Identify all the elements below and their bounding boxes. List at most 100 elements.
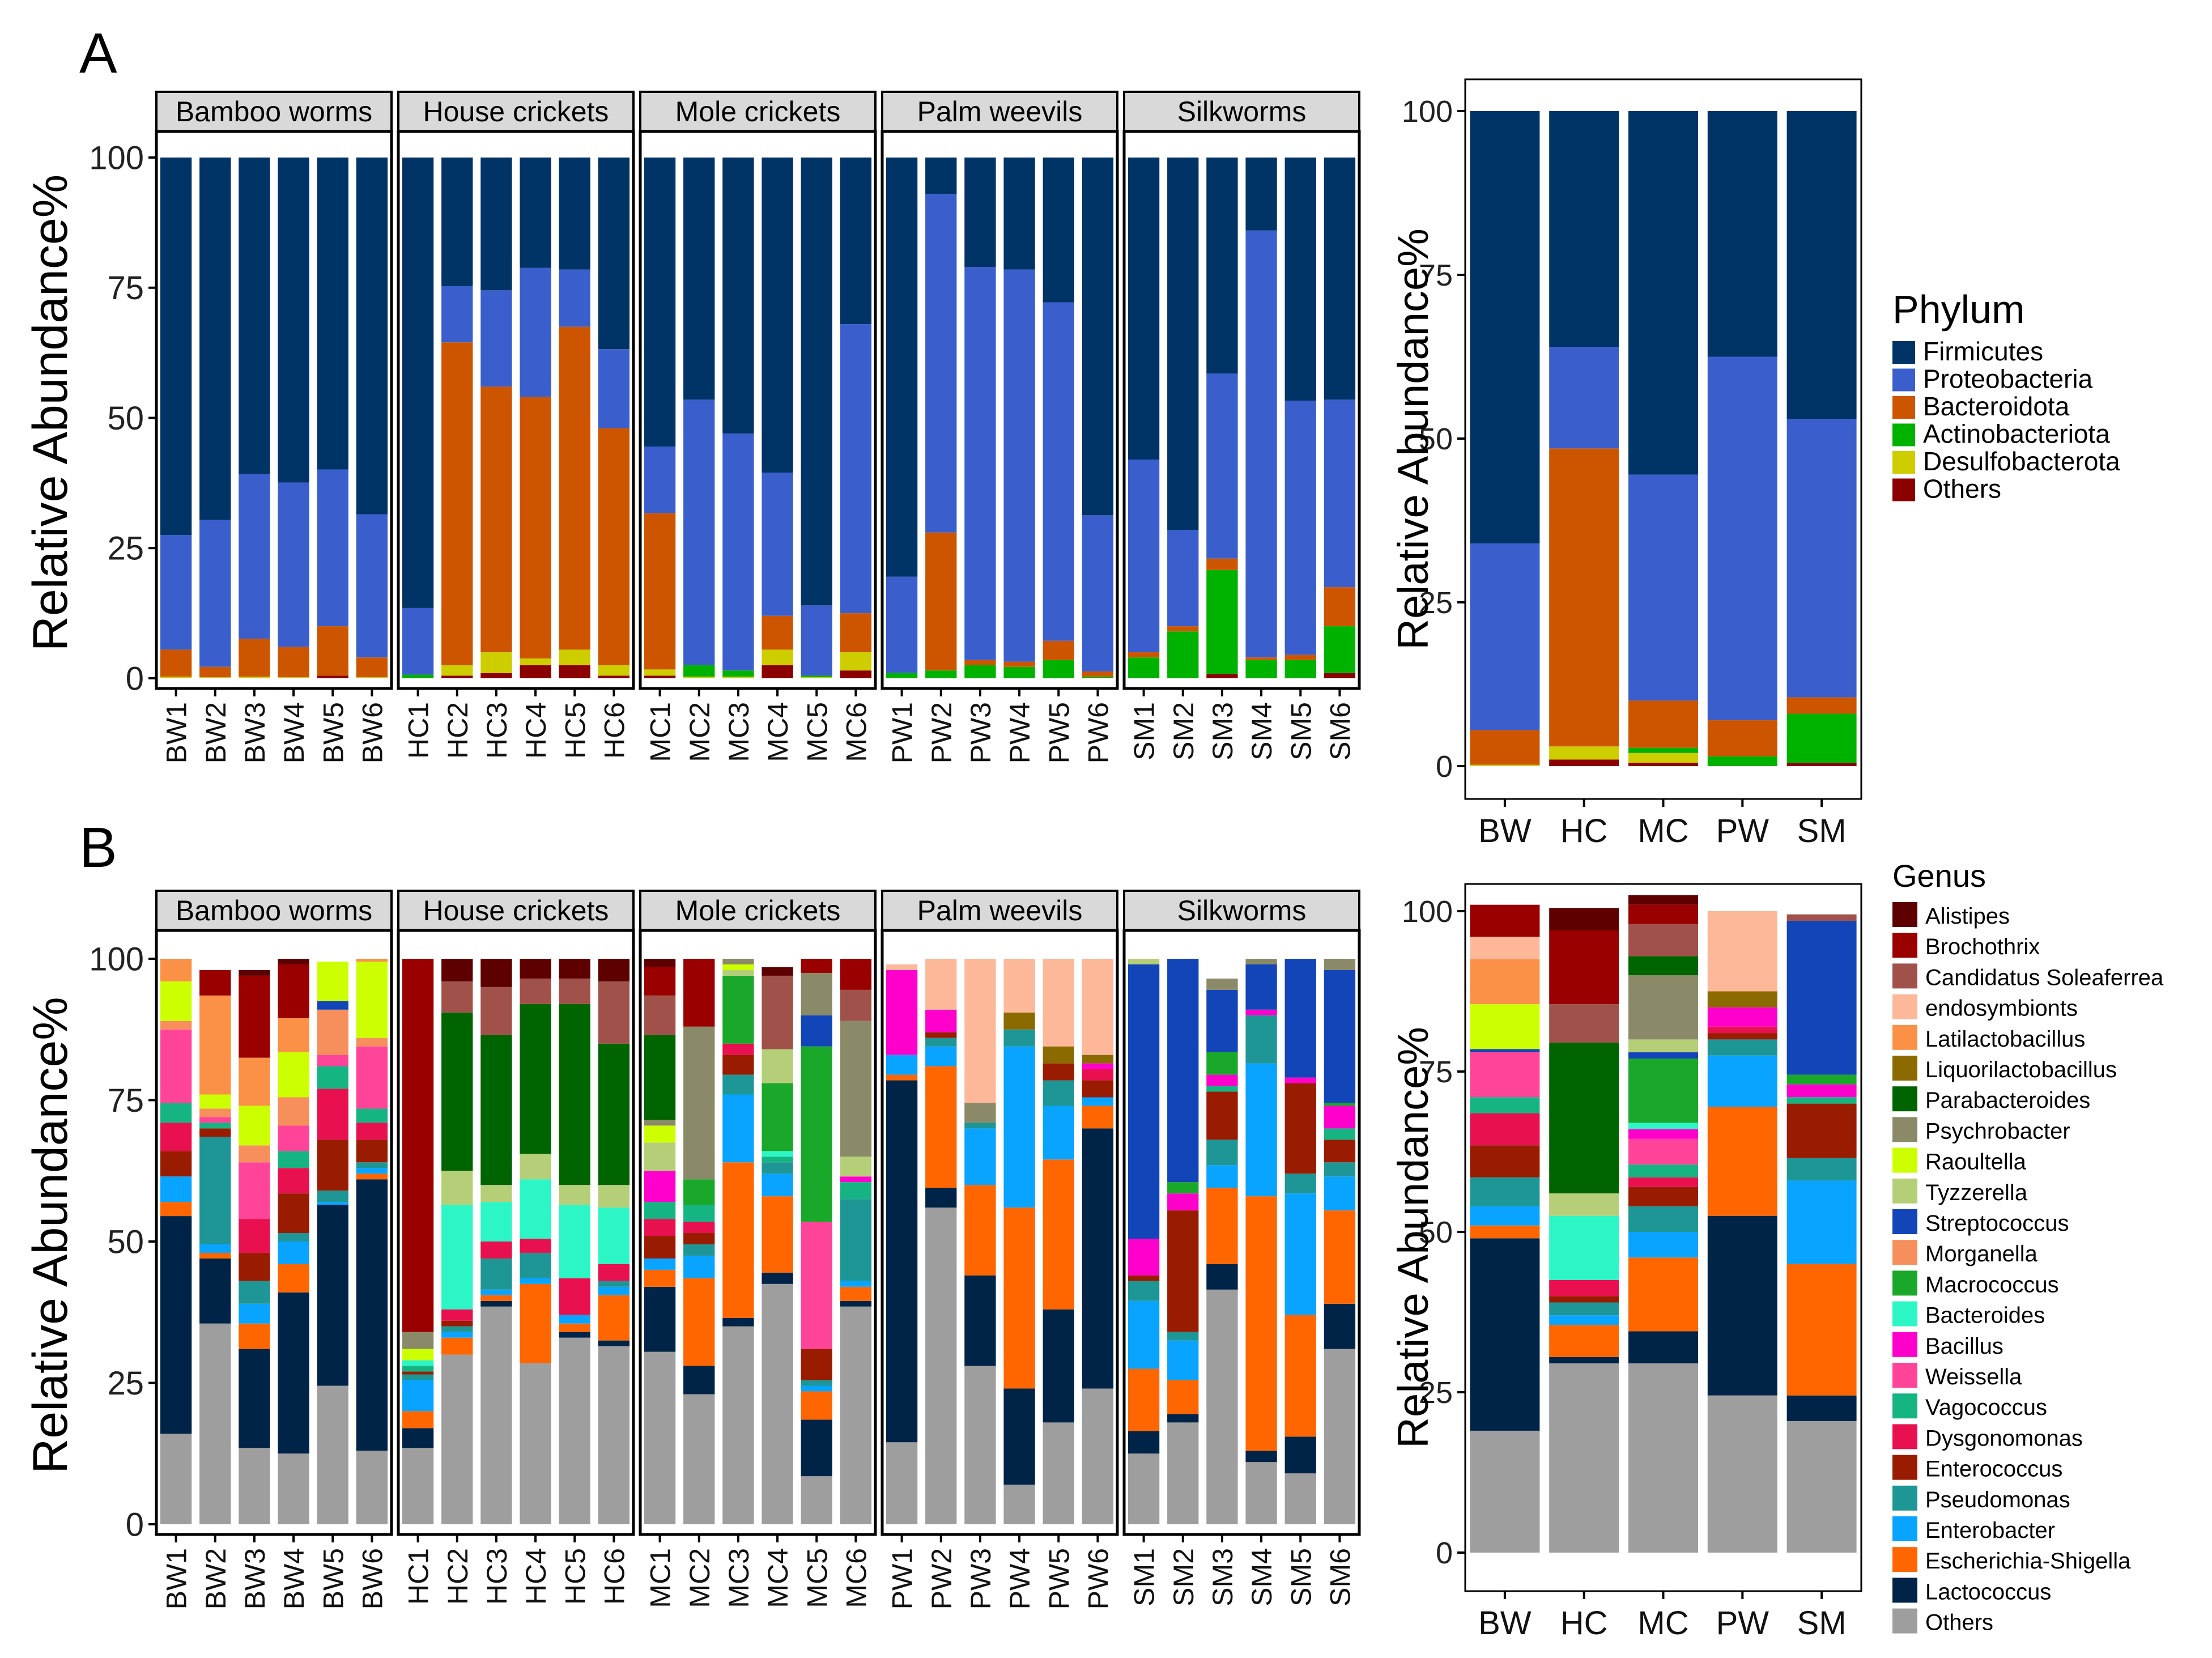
legend-label-proteobacteria: Proteobacteria	[1923, 364, 2093, 394]
bar-segment-pw6-proteobacteria	[1082, 515, 1114, 672]
facet-panel-bg	[640, 131, 875, 688]
facet-panel-border	[1122, 929, 1361, 1536]
bar-segment-hc1-psychrobacter	[402, 1332, 434, 1349]
bar-segment-bw-proteobacteria	[1470, 543, 1540, 730]
bar-bw1	[160, 959, 192, 1524]
bar-segment-bw4-pseudomonas	[278, 1233, 309, 1242]
bar-segment-mc6-proteobacteria	[840, 324, 872, 614]
x-tick-label-pw4: PW4	[1004, 1548, 1036, 1609]
bar-segment-pw6-dysgonomonas	[1082, 1069, 1114, 1081]
bar-segment-mc-escherichia-shigella	[1628, 1257, 1699, 1332]
bar-segment-hc-enterococcus	[1549, 1296, 1619, 1303]
bar-segment-pw3-psychrobacter	[964, 1103, 996, 1123]
bar-segment-mc6-candidatus-soleaferrea	[840, 989, 872, 1021]
bar-segment-mc3-raoultella	[722, 964, 754, 970]
bar-segment-sm-bacillus	[1786, 1084, 1857, 1098]
bar-hc5	[559, 158, 590, 679]
bar-segment-mc-firmicutes	[1628, 111, 1699, 475]
bar-segment-hc5-proteobacteria	[559, 269, 590, 327]
legend-label-bacteroides: Bacteroides	[1925, 1303, 2045, 1328]
legend-label-raoultella: Raoultella	[1925, 1150, 2027, 1175]
bar-segment-pw4-actinobacteriota	[1003, 666, 1035, 678]
bar-segment-pw3-enterobacter	[964, 1128, 996, 1185]
y-tick-label-50: 50	[107, 400, 144, 437]
facet-panel-bg	[1124, 131, 1359, 688]
x-tick-label-pw2: PW2	[926, 1548, 958, 1609]
bar-segment-mc1-others	[644, 1351, 676, 1524]
bar-segment-hc4-enterobacter	[520, 1278, 551, 1284]
x-tick-label-bw6: BW6	[356, 702, 388, 763]
bar-segment-pw2-firmicutes	[925, 158, 957, 194]
legend-key-bacillus	[1892, 1332, 1917, 1357]
bar-segment-mc5-enterobacter	[801, 1385, 832, 1392]
x-tick-label-bw: BW	[1478, 813, 1532, 849]
bar-segment-sm3-enterococcus	[1206, 1091, 1238, 1140]
bar-segment-sm5-bacillus	[1284, 1077, 1316, 1083]
bar-segment-hc2-proteobacteria	[441, 286, 473, 343]
y-tick-label-75: 75	[1419, 258, 1453, 292]
bar-segment-bw-brochothrix	[1470, 904, 1540, 937]
bar-segment-sm1-lactococcus	[1128, 1431, 1160, 1454]
facet-strip-mole-crickets	[639, 890, 877, 932]
bar-segment-pw1-others	[886, 1442, 918, 1524]
x-tick-label-hc3: HC3	[481, 1548, 513, 1605]
x-tick-label-hc4: HC4	[520, 702, 552, 759]
bar-segment-pw3-endosymbionts	[964, 959, 996, 1103]
bar-hc1	[402, 158, 434, 678]
bar-segment-sm1-bacteroidota	[1128, 652, 1160, 658]
x-tick-label-hc5: HC5	[559, 1548, 591, 1605]
facet-silkworms: Silkworms SM1 SM2 SM3 SM4 SM5 SM6	[1122, 91, 1361, 760]
facet-palm-weevils: Palm weevils PW1 PW2 PW3 PW4 PW5 PW6	[880, 91, 1119, 763]
bar-segment-hc4-alistipes	[520, 959, 551, 979]
legend-label-morganella: Morganella	[1925, 1242, 2038, 1266]
facet-strip-silkworms	[1123, 890, 1360, 932]
x-tick-label-hc: HC	[1560, 1605, 1608, 1642]
bar-segment-mc-psychrobacter	[1628, 975, 1699, 1040]
legend-label-tyzzerella: Tyzzerella	[1925, 1180, 2028, 1205]
bar-segment-mc1-parabacteroides	[644, 1035, 676, 1120]
bar-segment-sm3-lactococcus	[1206, 1264, 1238, 1290]
bar-segment-hc1-actinobacteriota	[402, 674, 434, 678]
bar-segment-pw4-liquorilactobacillus	[1003, 1012, 1035, 1030]
bar-segment-hc4-others	[520, 665, 551, 679]
x-tick-label-pw5: PW5	[1043, 1548, 1075, 1609]
bar-mc5	[801, 158, 832, 678]
bar-segment-sm2-enterobacter	[1167, 1340, 1199, 1380]
bar-segment-pw-proteobacteria	[1707, 356, 1777, 721]
bar-segment-sm2-proteobacteria	[1167, 530, 1199, 627]
x-tick-label-bw2: BW2	[200, 1548, 232, 1609]
bar-segment-mc5-weissella	[801, 1222, 832, 1349]
bar-bw3	[239, 158, 270, 678]
bar-segment-bw5-weissella	[317, 1055, 348, 1066]
bar-segment-pw-enterococcus	[1707, 1033, 1777, 1040]
bar-bw2	[199, 158, 231, 678]
bar-segment-mc5-macrococcus	[801, 1046, 832, 1222]
bar-segment-mc3-lactococcus	[722, 1317, 754, 1327]
bar-segment-bw4-vagococcus	[278, 1151, 309, 1168]
bar-segment-mc-lactococcus	[1628, 1331, 1699, 1364]
facet-panel-border	[155, 929, 393, 1536]
bar-pw4	[1003, 959, 1035, 1524]
bar-segment-bw2-bacteroidota	[199, 666, 231, 678]
bar-segment-pw5-pseudomonas	[1043, 1080, 1074, 1106]
bar-segment-sm3-proteobacteria	[1206, 373, 1238, 559]
x-tick-label-sm3: SM3	[1207, 702, 1239, 760]
bar-segment-hc6-alistipes	[598, 959, 630, 981]
bar-segment-bw-enterobacter	[1470, 1206, 1540, 1226]
facet-strip-mole-crickets	[639, 91, 877, 133]
bar-segment-sm6-enterococcus	[1324, 1140, 1356, 1163]
legend-label-bacteroidota: Bacteroidota	[1923, 392, 2070, 421]
bar-segment-mc3-tyzzerella	[722, 970, 754, 976]
x-tick-label-bw5: BW5	[317, 1548, 349, 1609]
x-tick-label-mc6: MC6	[840, 1548, 872, 1608]
bar-segment-mc3-desulfobacterota	[722, 677, 754, 678]
bar-segment-bw5-bacteroidota	[317, 626, 348, 676]
bar-bw4	[278, 158, 309, 678]
bar-segment-bw2-weissella	[199, 1117, 231, 1123]
bar-segment-sm-others	[1786, 763, 1857, 766]
bar-segment-pw3-firmicutes	[964, 158, 996, 267]
bar-segment-sm1-firmicutes	[1128, 158, 1160, 460]
legend-label-vagococcus: Vagococcus	[1925, 1395, 2047, 1420]
bar-segment-bw3-escherichia-shigella	[239, 1323, 270, 1349]
bar-segment-sm3-enterobacter	[1206, 1165, 1238, 1188]
